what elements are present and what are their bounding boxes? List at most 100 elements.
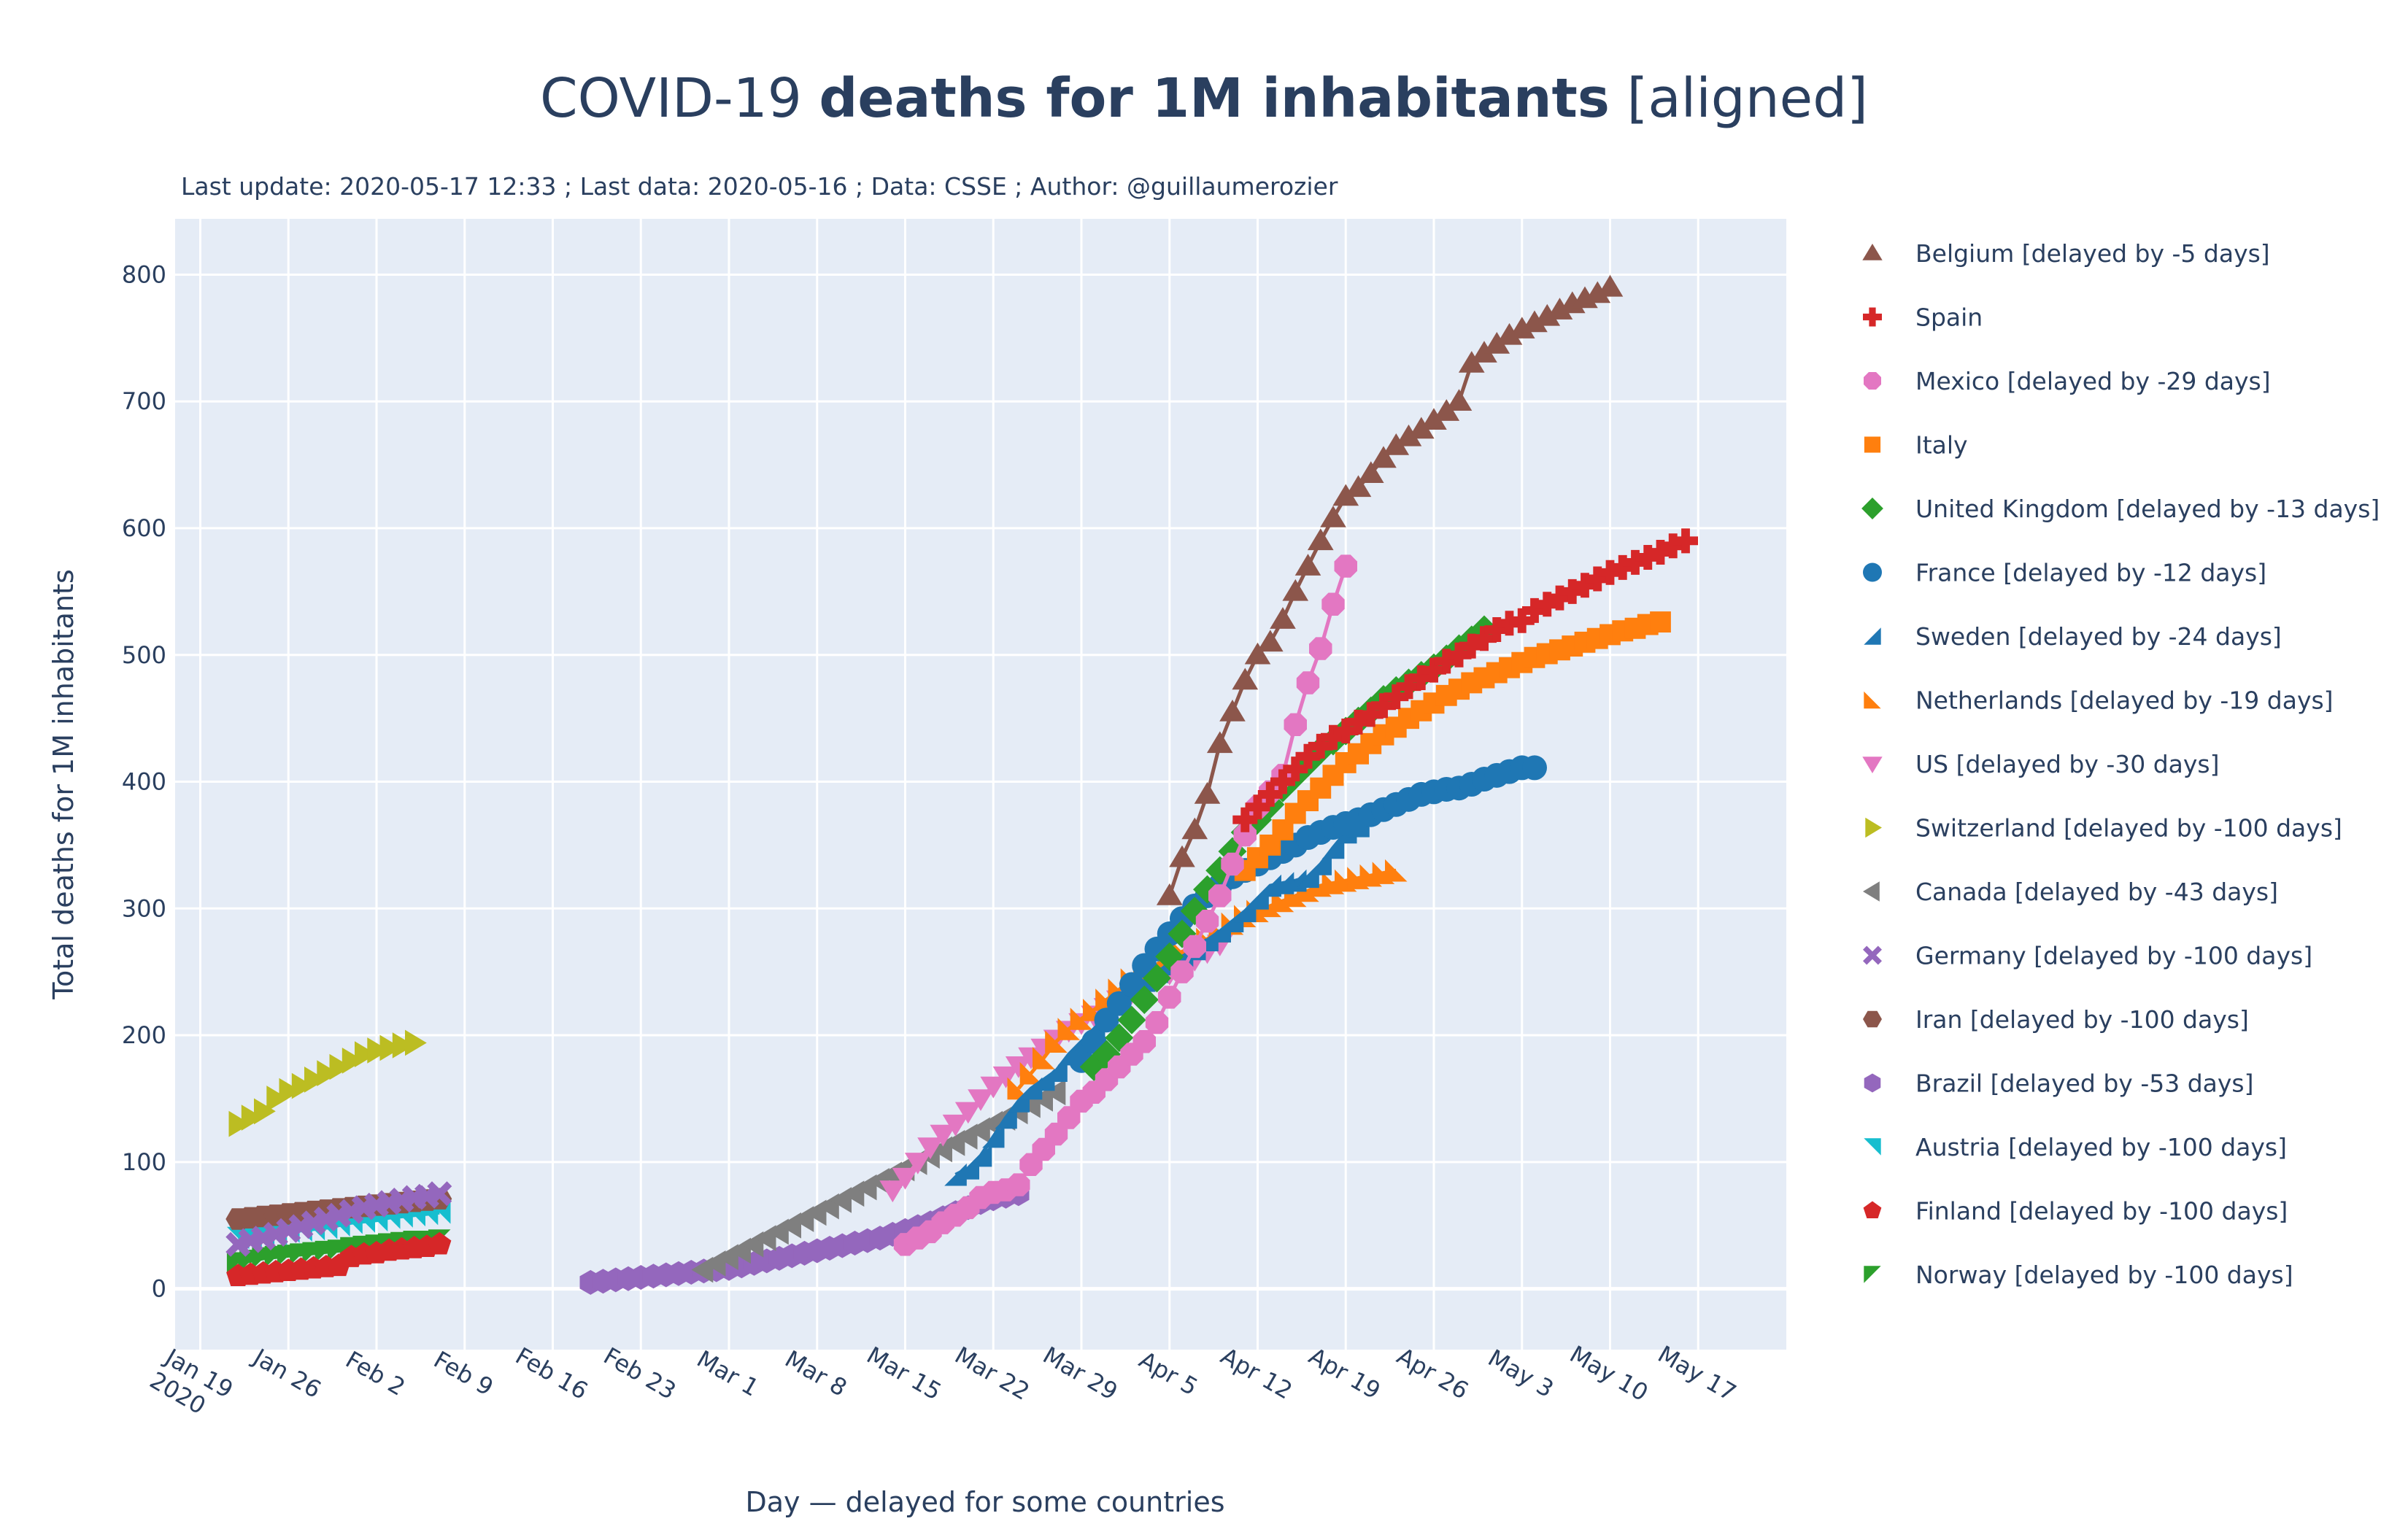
data-point — [1283, 757, 1308, 782]
x-tick: Apr 26 — [1392, 1342, 1473, 1405]
data-point — [1483, 332, 1510, 354]
data-point — [1169, 845, 1195, 867]
data-point — [1183, 935, 1206, 959]
legend-item-netherlands[interactable]: Netherlands [delayed by -19 days] — [1864, 686, 2334, 715]
legend-item-belgium[interactable]: Belgium [delayed by -5 days] — [1862, 239, 2270, 268]
data-point — [992, 1066, 1019, 1088]
data-point — [302, 1242, 325, 1265]
data-point — [1472, 626, 1497, 651]
data-point — [1221, 910, 1244, 932]
x-tick-label: May 17 — [1653, 1340, 1741, 1407]
data-point — [982, 1125, 1005, 1148]
legend-item-spain[interactable]: Spain — [1863, 303, 1983, 332]
data-point — [1321, 724, 1346, 750]
x-tick: May 17 — [1653, 1340, 1741, 1407]
data-point — [904, 1153, 931, 1175]
data-point — [228, 1110, 251, 1137]
data-point — [428, 1231, 452, 1255]
y-tick-label: 300 — [122, 894, 166, 922]
data-point — [1143, 964, 1171, 993]
y-axis-title: Total deaths for 1M inhabitants — [47, 569, 80, 1000]
data-point — [1232, 668, 1259, 690]
x-tick-label: Mar 15 — [862, 1341, 946, 1406]
data-point — [1650, 611, 1671, 632]
legend-item-germany[interactable]: Germany [delayed by -100 days] — [1863, 942, 2312, 970]
legend-marker-icon — [1863, 1201, 1882, 1218]
y-axis-ticks: 0 100 200 300 400 500 600 700 800 — [122, 260, 166, 1302]
data-point — [1433, 399, 1460, 421]
series-spain — [1232, 528, 1698, 832]
x-tick-label: Mar 22 — [950, 1341, 1034, 1406]
data-point — [1033, 1047, 1055, 1069]
data-point — [1019, 1077, 1043, 1100]
data-point — [1033, 1068, 1055, 1091]
legend-marker-icon — [1864, 1266, 1881, 1283]
x-tick: Feb 16 — [511, 1342, 593, 1405]
data-point — [1357, 461, 1384, 483]
data-point — [1458, 351, 1485, 373]
legend-label: Mexico [delayed by -29 days] — [1915, 367, 2271, 395]
legend-marker-icon — [1865, 817, 1882, 838]
legend-item-finland[interactable]: Finland [delayed by -100 days] — [1863, 1197, 2288, 1226]
legend-label: Finland [delayed by -100 days] — [1915, 1197, 2288, 1226]
legend-item-france[interactable]: France [delayed by -12 days] — [1863, 559, 2266, 587]
x-tick: Feb 9 — [429, 1345, 498, 1401]
x-tick-label: May 3 — [1483, 1344, 1559, 1403]
data-point — [1158, 986, 1181, 1009]
x-tick: Jan 26 — [247, 1342, 326, 1404]
y-tick-label: 100 — [122, 1148, 166, 1176]
data-point — [1070, 1007, 1093, 1030]
legend-item-sweden[interactable]: Sweden [delayed by -24 days] — [1864, 622, 2282, 651]
legend-item-iran[interactable]: Iran [delayed by -100 days] — [1863, 1005, 2249, 1034]
title-bold: deaths for 1M inhabitants — [819, 67, 1610, 130]
legend-marker-icon — [1863, 1010, 1882, 1028]
data-point — [1347, 867, 1370, 889]
legend-item-italy[interactable]: Italy — [1864, 431, 1968, 460]
gridlines — [175, 219, 1786, 1350]
data-point — [1408, 417, 1435, 439]
legend-label: Spain — [1915, 303, 1983, 332]
series-switzerland — [228, 1029, 427, 1137]
data-point — [1508, 317, 1535, 338]
data-point — [1585, 566, 1610, 592]
data-point — [980, 1076, 1007, 1099]
legend-item-brazil[interactable]: Brazil [delayed by -53 days] — [1864, 1069, 2254, 1098]
data-point — [1196, 929, 1219, 951]
x-tick-label: Jan 26 — [247, 1342, 326, 1404]
legend-item-us[interactable]: US [delayed by -30 days] — [1862, 750, 2220, 778]
data-point — [1043, 1079, 1066, 1106]
data-point — [1181, 817, 1208, 840]
data-point — [1295, 743, 1321, 769]
data-point — [917, 1137, 943, 1159]
x-tick: Apr 12 — [1216, 1342, 1297, 1405]
x-tick-label: Feb 9 — [429, 1345, 498, 1401]
title-prefix: COVID-19 — [540, 67, 819, 130]
data-point — [879, 1180, 906, 1203]
data-point — [317, 1060, 339, 1086]
legend-marker-icon — [1862, 244, 1883, 260]
legend-marker-icon — [1864, 691, 1881, 709]
legend-item-austria[interactable]: Austria [delayed by -100 days] — [1864, 1133, 2287, 1161]
data-point — [954, 1102, 981, 1124]
data-point — [969, 1144, 992, 1167]
legend-item-canada[interactable]: Canada [delayed by -43 days] — [1863, 878, 2278, 906]
series-layer — [225, 274, 1698, 1295]
y-tick-label: 600 — [122, 514, 166, 542]
legend-item-norway[interactable]: Norway [delayed by -100 days] — [1864, 1261, 2293, 1289]
legend-item-switzerland[interactable]: Switzerland [delayed by -100 days] — [1865, 814, 2342, 843]
data-point — [1359, 864, 1382, 887]
data-point — [1471, 341, 1497, 363]
data-point — [1408, 665, 1434, 690]
data-point — [1521, 310, 1548, 333]
data-point — [968, 1089, 994, 1111]
legend-item-mexico[interactable]: Mexico [delayed by -29 days] — [1864, 367, 2271, 395]
data-point — [1057, 1018, 1080, 1040]
data-point — [1270, 607, 1296, 629]
legend-item-united-kingdom[interactable]: United Kingdom [delayed by -13 days] — [1861, 495, 2380, 523]
data-point — [1019, 1061, 1043, 1085]
legend-label: Sweden [delayed by -24 days] — [1915, 622, 2282, 651]
legend-label: Canada [delayed by -43 days] — [1915, 878, 2278, 906]
legend-label: United Kingdom [delayed by -13 days] — [1915, 495, 2380, 523]
